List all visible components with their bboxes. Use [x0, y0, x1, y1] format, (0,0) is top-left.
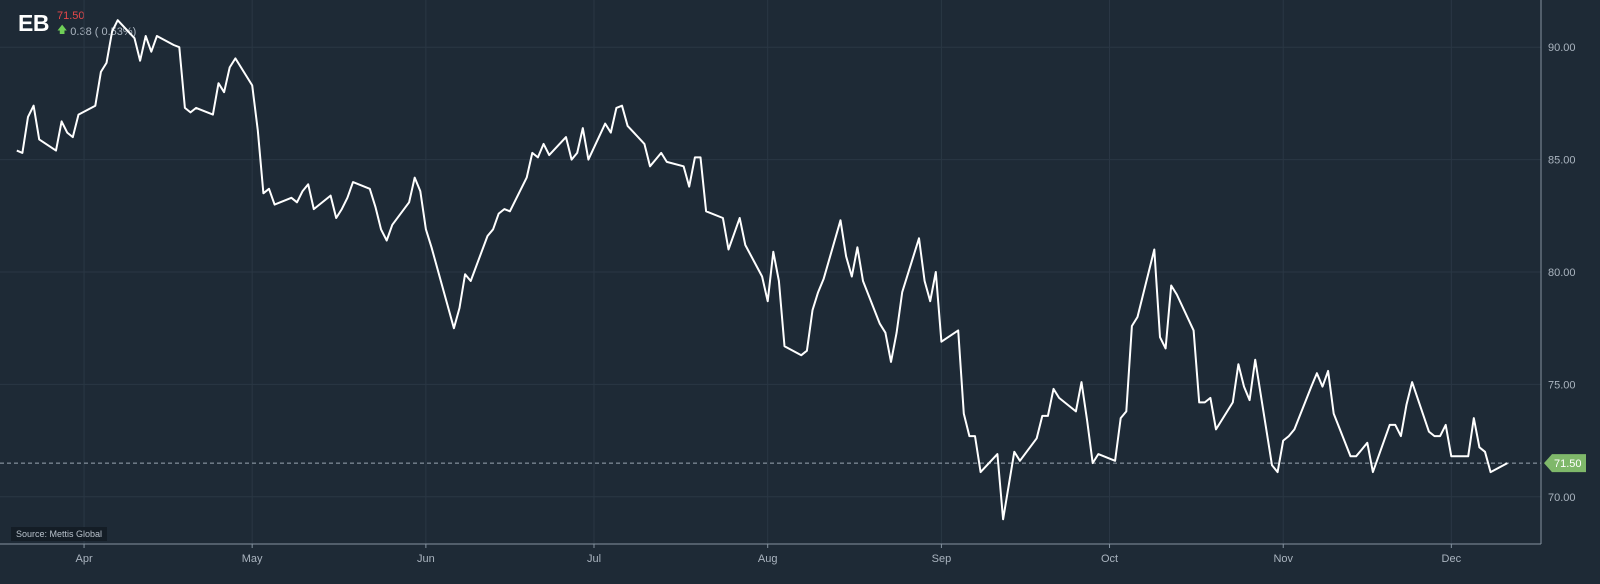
y-tick-label: 70.00 — [1548, 492, 1576, 504]
x-tick-label: Apr — [75, 553, 92, 565]
x-tick-label: Aug — [758, 553, 778, 565]
price-series-line — [16, 19, 1508, 521]
x-tick-label: Jun — [417, 553, 435, 565]
y-tick-label: 85.00 — [1548, 155, 1576, 167]
last-price-tag-label: 71.50 — [1554, 458, 1582, 470]
y-tick-label: 75.00 — [1548, 379, 1576, 391]
last-price: 71.50 — [57, 10, 85, 22]
price-change: 🡅 0.38 ( 0.53%) — [57, 23, 136, 40]
source-label: Source: Mettis Global — [11, 527, 108, 541]
x-tick-label: Jul — [587, 553, 601, 565]
x-tick-label: Dec — [1442, 553, 1462, 565]
last-price-tag — [1544, 454, 1586, 473]
price-change-text: 0.38 ( 0.53%) — [70, 25, 137, 38]
x-tick-label: Sep — [932, 553, 952, 565]
up-arrow-icon: 🡅 — [57, 25, 68, 36]
y-tick-label: 80.00 — [1548, 267, 1576, 279]
y-tick-label: 90.00 — [1548, 42, 1576, 54]
x-tick-label: Oct — [1101, 553, 1118, 565]
x-tick-label: Nov — [1273, 553, 1293, 565]
ticker-symbol: EB — [18, 10, 49, 36]
x-tick-label: May — [242, 553, 263, 565]
